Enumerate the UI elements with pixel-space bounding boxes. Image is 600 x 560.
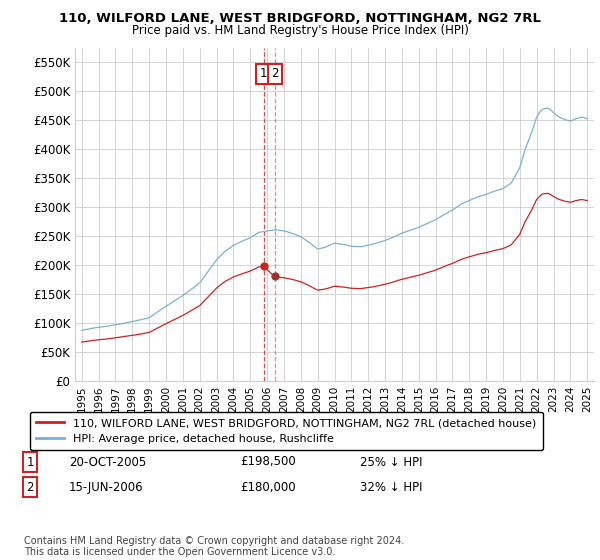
Text: 20-OCT-2005: 20-OCT-2005 bbox=[69, 455, 146, 469]
Text: 1: 1 bbox=[260, 67, 268, 80]
Text: Price paid vs. HM Land Registry's House Price Index (HPI): Price paid vs. HM Land Registry's House … bbox=[131, 24, 469, 37]
Legend: 110, WILFORD LANE, WEST BRIDGFORD, NOTTINGHAM, NG2 7RL (detached house), HPI: Av: 110, WILFORD LANE, WEST BRIDGFORD, NOTTI… bbox=[29, 412, 543, 450]
Text: 32% ↓ HPI: 32% ↓ HPI bbox=[360, 480, 422, 494]
Text: 15-JUN-2006: 15-JUN-2006 bbox=[69, 480, 143, 494]
Text: 2: 2 bbox=[26, 480, 34, 494]
Text: 110, WILFORD LANE, WEST BRIDGFORD, NOTTINGHAM, NG2 7RL: 110, WILFORD LANE, WEST BRIDGFORD, NOTTI… bbox=[59, 12, 541, 25]
Text: 2: 2 bbox=[271, 67, 278, 80]
Text: £198,500: £198,500 bbox=[240, 455, 296, 469]
Text: 1: 1 bbox=[26, 455, 34, 469]
Text: Contains HM Land Registry data © Crown copyright and database right 2024.
This d: Contains HM Land Registry data © Crown c… bbox=[24, 535, 404, 557]
Text: 25% ↓ HPI: 25% ↓ HPI bbox=[360, 455, 422, 469]
Text: £180,000: £180,000 bbox=[240, 480, 296, 494]
